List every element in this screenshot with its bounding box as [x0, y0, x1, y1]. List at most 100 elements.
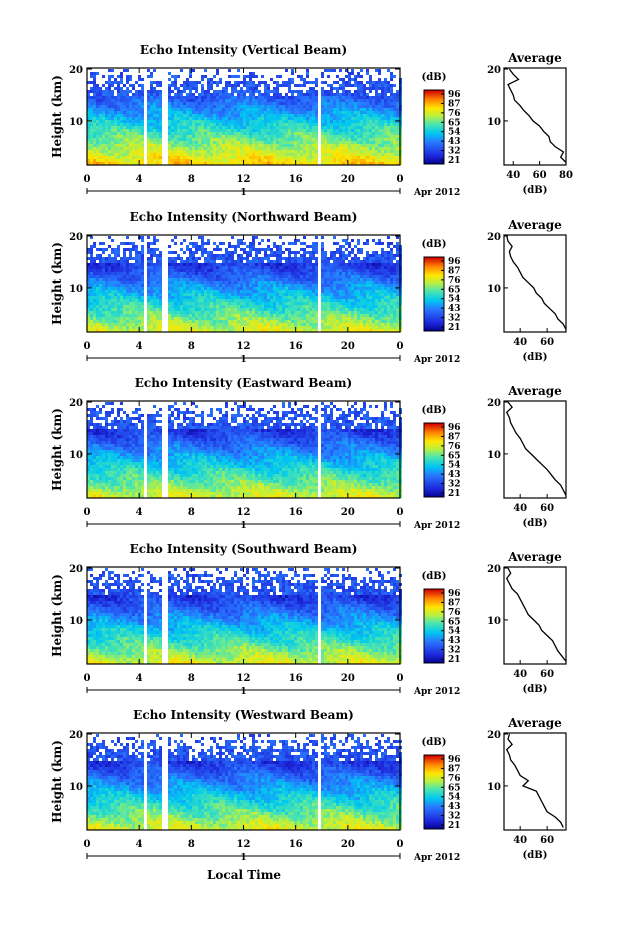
profile-frame	[503, 234, 567, 333]
profile-x-tick-label: 60	[540, 835, 554, 846]
date-day-label: 1	[240, 521, 246, 531]
profile-y-tick-label: 20	[487, 232, 501, 243]
profile-title: Average	[507, 384, 562, 398]
y-tick-label: 10	[69, 284, 83, 295]
panel-1: Echo Intensity (Northward Beam) 0 4 8 12 16 20…	[50, 210, 567, 365]
y-tick-label: 20	[69, 564, 83, 575]
profile-y-tick-label: 10	[487, 117, 501, 128]
colorbar-tick-label: 32	[448, 812, 461, 822]
colorbar-tick-label: 87	[448, 764, 461, 774]
profile-x-tick-label: 60	[533, 170, 547, 181]
profile-frame	[503, 67, 567, 166]
y-axis-label: Height (km)	[50, 242, 64, 325]
date-day-label: 1	[240, 188, 246, 198]
colorbar-frame	[423, 89, 445, 165]
profile-y-tick-label: 20	[487, 398, 501, 409]
colorbar-tick-label: 43	[448, 470, 461, 480]
colorbar-tick-label: 54	[448, 627, 461, 637]
y-axis-label: Height (km)	[50, 408, 64, 491]
x-tick-label: 8	[188, 174, 195, 185]
colorbar-tick-label: 87	[448, 598, 461, 608]
profile-x-tick-label: 60	[540, 503, 554, 514]
profile-line	[506, 235, 567, 330]
colorbar-tick-label: 43	[448, 137, 461, 147]
y-tick-label: 20	[69, 730, 83, 741]
profile-x-tick-label: 80	[559, 170, 573, 181]
colorbar-frame	[423, 422, 445, 498]
y-axis-label: Height (km)	[50, 740, 64, 823]
colorbar-units: (dB)	[422, 737, 447, 748]
colorbar-gradient	[424, 423, 444, 498]
colorbar-tick-label: 65	[448, 451, 461, 461]
colorbar-tick-label: 76	[448, 774, 461, 784]
panel-3: Echo Intensity (Southward Beam) 0 4 8 12 16 20…	[50, 542, 567, 697]
profile-title: Average	[507, 51, 562, 65]
x-tick-label: 0	[84, 174, 91, 185]
colorbar-tick-label: 54	[448, 128, 461, 138]
x-tick-label: 20	[341, 174, 355, 185]
profile-x-tick-label: 40	[513, 669, 527, 680]
x-tick-label: 20	[341, 341, 355, 352]
colorbar-tick-label: 76	[448, 608, 461, 618]
x-tick-label: 20	[341, 507, 355, 518]
profile-x-tick-label: 60	[540, 669, 554, 680]
x-tick-label: 4	[136, 673, 143, 684]
heatmap-cells	[87, 69, 402, 165]
x-tick-label: 8	[188, 839, 195, 850]
x-tick-label: 0	[397, 673, 404, 684]
colorbar-frame	[423, 588, 445, 664]
profile-y-tick-label: 10	[487, 782, 501, 793]
colorbar-tick-label: 96	[448, 423, 461, 433]
profile-title: Average	[507, 550, 562, 564]
date-day-label: 1	[240, 687, 246, 697]
profile-x-tick-label: 40	[506, 170, 520, 181]
y-axis-label: Height (km)	[50, 75, 64, 158]
panel-title: Echo Intensity (Southward Beam)	[130, 542, 358, 556]
panel-title: Echo Intensity (Northward Beam)	[130, 210, 358, 224]
y-tick-label: 20	[69, 398, 83, 409]
x-axis-label-local-time: Local Time	[207, 868, 281, 882]
colorbar-tick-label: 21	[448, 821, 461, 831]
profile-y-tick-label: 10	[487, 284, 501, 295]
average-profile: Average 40 60 10 20 (dB)	[487, 716, 567, 861]
colorbar-units: (dB)	[422, 405, 447, 416]
average-profile: Average 40 60 10 20 (dB)	[487, 550, 567, 695]
colorbar-tick-label: 96	[448, 90, 461, 100]
profile-x-label: (dB)	[523, 352, 548, 363]
x-tick-label: 8	[188, 673, 195, 684]
profile-x-label: (dB)	[523, 185, 548, 196]
x-tick-label: 12	[237, 839, 251, 850]
date-day-label: 1	[240, 355, 246, 365]
date-month-label: Apr 2012	[413, 521, 460, 531]
colorbar-tick-label: 32	[448, 147, 461, 157]
colorbar-tick-label: 96	[448, 257, 461, 267]
colorbar-tick-label: 65	[448, 118, 461, 128]
colorbar-tick-label: 21	[448, 489, 461, 499]
panel-0: Echo Intensity (Vertical Beam) 0 4 8 12 16 20 0…	[50, 43, 573, 198]
profile-x-tick-label: 40	[513, 503, 527, 514]
profile-x-tick-label: 40	[513, 835, 527, 846]
x-tick-label: 0	[84, 673, 91, 684]
colorbar-units: (dB)	[422, 239, 447, 250]
x-tick-label: 20	[341, 673, 355, 684]
x-tick-label: 16	[289, 673, 303, 684]
colorbar-gradient	[424, 257, 444, 332]
x-tick-label: 16	[289, 839, 303, 850]
colorbar-tick-label: 32	[448, 480, 461, 490]
date-month-label: Apr 2012	[413, 355, 460, 365]
colorbar-tick-label: 21	[448, 323, 461, 333]
average-profile: Average 40 60 10 20 (dB)	[487, 218, 567, 363]
x-tick-label: 4	[136, 839, 143, 850]
profile-title: Average	[507, 716, 562, 730]
x-tick-label: 8	[188, 341, 195, 352]
x-tick-label: 0	[397, 341, 404, 352]
x-tick-label: 0	[84, 507, 91, 518]
colorbar-tick-label: 65	[448, 285, 461, 295]
heatmap-cells	[87, 734, 402, 830]
x-tick-label: 0	[397, 839, 404, 850]
x-tick-label: 0	[397, 507, 404, 518]
profile-line	[505, 567, 567, 662]
colorbar-gradient	[424, 755, 444, 830]
date-month-label: Apr 2012	[413, 687, 460, 697]
